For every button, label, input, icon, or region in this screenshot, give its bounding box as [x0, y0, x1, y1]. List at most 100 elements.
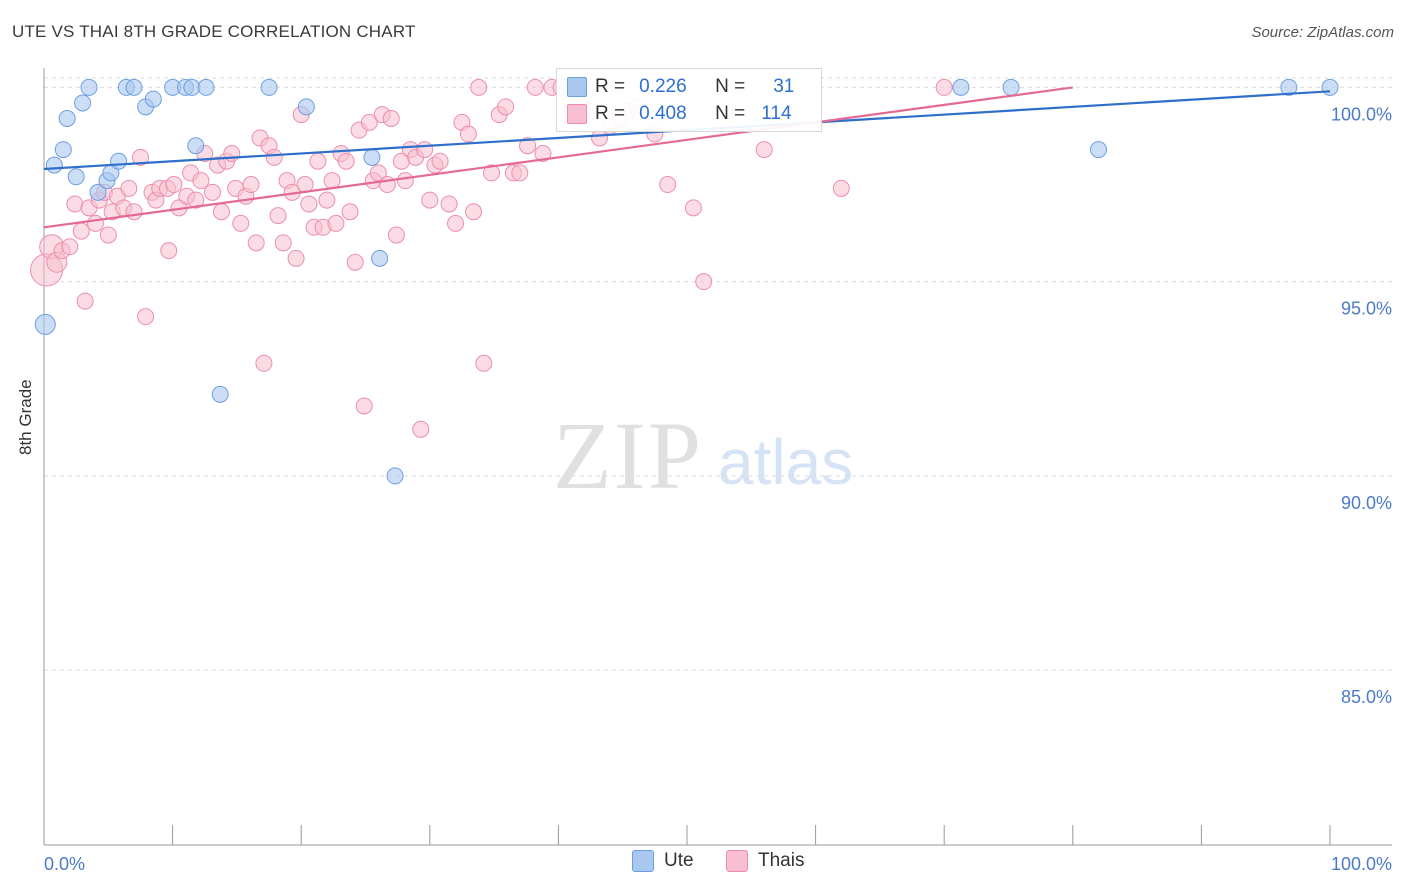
thai-n-label: N =: [715, 103, 746, 124]
tick-labels: 85.0% 90.0% 95.0% 100.0% 0.0% 100.0%: [44, 104, 1392, 874]
legend-row-thais: R = 0.408 N = 114: [567, 100, 792, 128]
thai-point: [337, 152, 355, 170]
ute-point: [197, 78, 215, 96]
ute-legend-label: Ute: [664, 850, 694, 871]
thai-point: [421, 191, 439, 209]
ute-point: [80, 78, 98, 96]
ute-point: [1002, 78, 1020, 96]
ute-point: [211, 385, 229, 403]
ute-point: [363, 148, 381, 166]
thai-point: [659, 176, 677, 194]
ute-point: [260, 78, 278, 96]
thai-point: [72, 222, 90, 240]
thai-point: [412, 420, 430, 438]
thai-point: [131, 148, 149, 166]
thai-point: [318, 191, 336, 209]
thai-point: [935, 78, 953, 96]
thai-point: [120, 179, 138, 197]
thai-point: [360, 113, 378, 131]
ute-r-label: R =: [595, 76, 626, 97]
ute-point: [58, 110, 76, 128]
thai-point: [755, 141, 773, 159]
ute-point: [67, 168, 85, 186]
thai-n-value: 114: [761, 103, 792, 124]
thai-point: [346, 253, 364, 271]
thai-point: [447, 214, 465, 232]
thai-point: [534, 144, 552, 162]
thai-point: [265, 148, 283, 166]
thai-point: [459, 125, 477, 143]
ute-n-label: N =: [715, 76, 746, 97]
gridlines: [44, 77, 1392, 671]
thai-point: [465, 203, 483, 221]
thai-trend-line: [43, 86, 1073, 229]
thai-legend-swatch: [726, 850, 748, 872]
y-axis-label: 8th Grade: [16, 379, 35, 455]
ute-point: [89, 183, 107, 201]
watermark-zip: ZIP: [553, 402, 703, 509]
x-tick-label: 100.0%: [1331, 854, 1392, 874]
ute-point: [183, 78, 201, 96]
thai-point: [396, 172, 414, 190]
thai-point: [203, 183, 221, 201]
thai-point: [192, 172, 210, 190]
thai-point: [684, 199, 702, 217]
thai-point: [470, 78, 488, 96]
ute-point: [371, 249, 389, 267]
thai-point: [511, 164, 529, 182]
thai-point: [187, 191, 205, 209]
watermark-atlas: atlas: [718, 426, 854, 498]
thai-point: [125, 203, 143, 221]
y-tick-label: 100.0%: [1331, 104, 1392, 124]
ute-point: [45, 156, 63, 174]
thai-point: [483, 164, 501, 182]
thai-point: [76, 292, 94, 310]
thai-point: [269, 207, 287, 225]
thai-point: [300, 195, 318, 213]
thai-point: [247, 234, 265, 252]
thai-point: [86, 214, 104, 232]
thai-r-label: R =: [595, 103, 626, 124]
ute-point: [125, 78, 143, 96]
thai-point: [165, 176, 183, 194]
source-label: Source: ZipAtlas.com: [1251, 24, 1394, 41]
thai-point: [519, 137, 537, 155]
thai-point: [695, 273, 713, 291]
x-tick-label: 0.0%: [44, 854, 85, 874]
thai-point: [309, 152, 327, 170]
ute-point: [952, 78, 970, 96]
ute-point: [1280, 78, 1298, 96]
stats-legend: R = 0.226 N = 31 R = 0.408 N = 114: [556, 68, 822, 132]
thai-legend-label: Thais: [758, 850, 805, 871]
thai-point: [255, 354, 273, 372]
thai-point: [382, 110, 400, 128]
legend-row-ute: R = 0.226 N = 31: [567, 73, 794, 101]
ute-legend-swatch: [632, 850, 654, 872]
ute-point: [34, 313, 56, 335]
ute-point: [1321, 78, 1339, 96]
thai-point: [416, 141, 434, 159]
thai-point: [475, 354, 493, 372]
chart-title: UTE VS THAI 8TH GRADE CORRELATION CHART: [12, 22, 416, 41]
thai-points: [30, 78, 953, 438]
thai-swatch: [567, 104, 587, 124]
ute-point: [54, 141, 72, 159]
thai-point: [431, 152, 449, 170]
thai-point: [232, 214, 250, 232]
thai-point: [341, 203, 359, 221]
ute-point: [74, 94, 92, 112]
thai-point: [526, 78, 544, 96]
ute-point: [386, 467, 404, 485]
bottom-legend-ute[interactable]: Ute: [632, 850, 694, 872]
ute-point: [187, 137, 205, 155]
ute-swatch: [567, 77, 587, 97]
thai-point: [137, 308, 155, 326]
bottom-legend-thais[interactable]: Thais: [726, 850, 804, 872]
thai-r-value: 0.408: [639, 103, 687, 124]
thai-point: [327, 214, 345, 232]
thai-point: [160, 242, 178, 260]
ute-point: [1090, 141, 1108, 159]
ute-point: [110, 152, 128, 170]
thai-point: [99, 226, 117, 244]
